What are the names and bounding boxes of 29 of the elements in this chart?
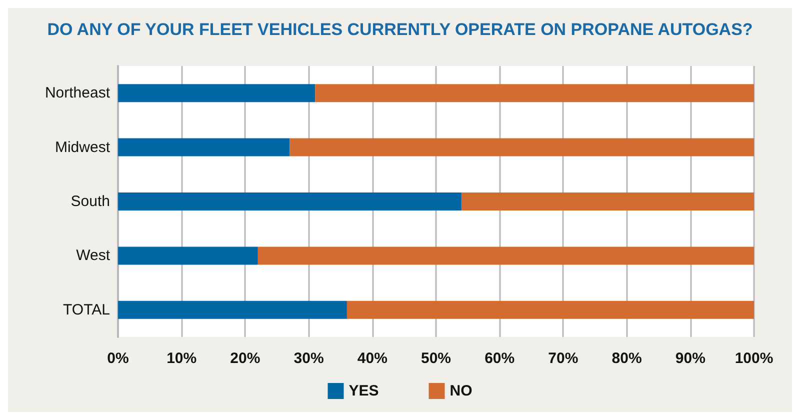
x-tick-label: 0% xyxy=(107,350,129,367)
legend-label: NO xyxy=(450,382,473,400)
y-tick-label: West xyxy=(76,247,111,264)
x-tick-label: 50% xyxy=(420,350,452,367)
bar xyxy=(346,300,754,319)
legend-label: YES xyxy=(348,382,379,400)
x-tick-label: 100% xyxy=(734,350,774,367)
x-tick-label: 10% xyxy=(166,350,197,367)
x-tick-label: 60% xyxy=(484,350,515,367)
y-tick-label: TOTAL xyxy=(63,301,110,318)
bar xyxy=(118,246,258,265)
bar xyxy=(118,84,316,102)
bar xyxy=(118,138,290,156)
x-tick-label: 40% xyxy=(357,350,388,367)
y-tick-label: Midwest xyxy=(54,138,111,156)
x-tick-label: 80% xyxy=(612,350,642,367)
x-tick-label: 20% xyxy=(230,350,260,367)
y-tick-label: South xyxy=(70,193,110,210)
bar xyxy=(118,192,462,210)
x-tick-label: 30% xyxy=(294,350,324,367)
y-tick-label: Northeast xyxy=(44,84,111,102)
bar xyxy=(258,246,754,265)
bar xyxy=(118,300,347,319)
x-tick-label: 90% xyxy=(675,350,706,367)
bar xyxy=(290,138,754,156)
x-tick-label: 70% xyxy=(548,350,578,367)
bar xyxy=(461,192,754,210)
chart-title: DO ANY OF YOUR FLEET VEHICLES CURRENTLY OPERATE ON PROPANE AUTOGAS? xyxy=(47,20,753,39)
bar xyxy=(315,84,754,102)
